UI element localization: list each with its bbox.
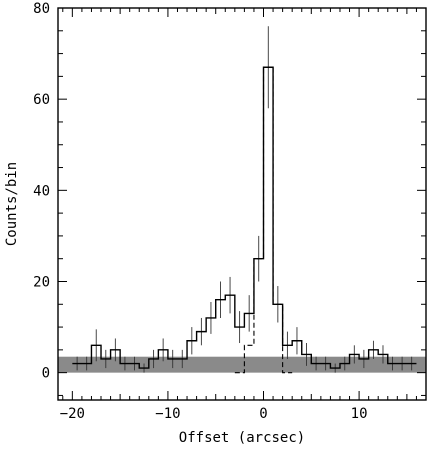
y-tick-label: 60: [33, 92, 50, 108]
histogram-solid: [72, 66, 417, 369]
x-tick-label: 10: [351, 406, 368, 422]
y-tick-label: 80: [33, 1, 50, 17]
x-axis-label: Offset (arcsec): [179, 430, 305, 446]
histogram-dashed: [234, 66, 293, 374]
x-tick-label: −20: [60, 406, 85, 422]
x-tick-label: −10: [155, 406, 180, 422]
histogram-layer: [72, 66, 417, 374]
ticks-layer: −20 −10 0 10 0 20 40 60 80: [33, 1, 427, 422]
y-tick-label: 0: [42, 366, 50, 382]
background-band-layer: [58, 356, 426, 373]
background-band: [58, 356, 426, 373]
axes-layer: [57, 7, 427, 401]
y-axis-label: Counts/bin: [4, 162, 20, 246]
y-tick-label: 40: [33, 183, 50, 199]
plot-frame: [57, 7, 427, 401]
x-tick-label: 0: [259, 406, 267, 422]
y-tick-label: 20: [33, 274, 50, 290]
